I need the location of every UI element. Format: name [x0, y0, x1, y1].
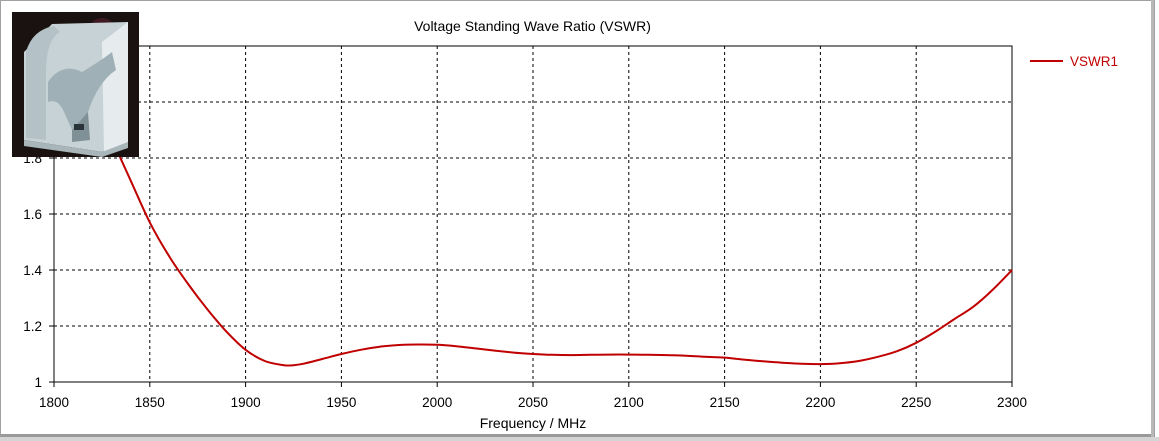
series-line-vswr1	[100, 115, 1013, 367]
chart-title: Voltage Standing Wave Ratio (VSWR)	[414, 18, 651, 34]
x-tick-label: 2200	[805, 395, 835, 410]
y-tick-label: 1.6	[23, 207, 42, 222]
x-axis-title: Frequency / MHz	[480, 415, 587, 431]
window-scroll-edge	[1151, 0, 1154, 441]
y-tick-label: 1.2	[23, 319, 42, 334]
x-tick-label: 1800	[39, 395, 69, 410]
x-tick-label: 2250	[901, 395, 931, 410]
x-tick-label: 1850	[135, 395, 165, 410]
3d-antenna-model-icon	[12, 12, 139, 157]
x-tick-label: 1950	[326, 395, 356, 410]
x-tick-labels: 1800 1850 1900 1950 2000 2050 2100 2150 2200 2250…	[39, 395, 1027, 410]
y-tick-label: 1	[34, 375, 42, 390]
legend-swatch-vswr1	[1030, 60, 1063, 62]
legend-label-vswr1: VSWR1	[1070, 53, 1119, 69]
x-tick-label: 1900	[231, 395, 261, 410]
window-bottom-edge	[0, 437, 1159, 441]
y-tick-labels: 11.21.41.61.8	[23, 151, 42, 390]
tick-marks	[49, 101, 1013, 387]
x-tick-label: 2150	[710, 395, 740, 410]
grid-lines	[54, 46, 1012, 382]
x-tick-label: 2000	[422, 395, 452, 410]
legend: VSWR1	[1030, 53, 1118, 69]
x-tick-label: 2100	[614, 395, 644, 410]
y-tick-label: 1.4	[23, 263, 42, 278]
x-tick-label: 2050	[518, 395, 548, 410]
x-tick-label: 2300	[997, 395, 1027, 410]
antenna-model-image	[12, 12, 139, 157]
